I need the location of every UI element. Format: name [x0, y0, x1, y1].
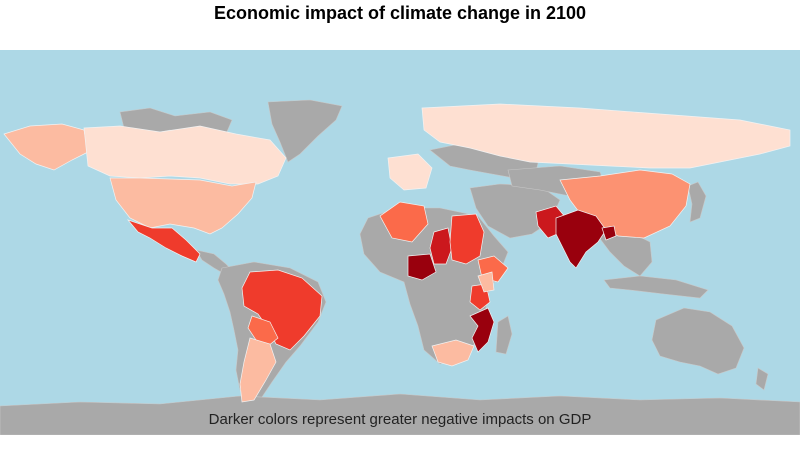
land-japan — [687, 181, 707, 223]
region-argentina — [239, 337, 277, 403]
map-caption: Darker colors represent greater negative… — [208, 411, 592, 428]
world-map — [0, 99, 800, 435]
land-australia — [651, 307, 745, 375]
land-greenland — [267, 99, 343, 163]
region-sudan — [449, 213, 485, 265]
land-antarctica — [0, 393, 800, 435]
chart-title: Economic impact of climate change in 210… — [213, 3, 587, 23]
region-united-states — [109, 177, 257, 235]
region-south-africa — [431, 339, 475, 367]
region-mexico — [126, 219, 201, 263]
region-india — [555, 209, 607, 269]
region-western-europe — [387, 153, 433, 191]
region-alaska — [3, 123, 89, 171]
land-madagascar — [495, 315, 513, 355]
map-panel — [0, 50, 800, 435]
region-brazil — [241, 269, 323, 351]
region-tanzania — [477, 271, 495, 293]
region-nigeria — [407, 253, 437, 281]
region-canada — [83, 125, 287, 185]
region-chad — [429, 227, 453, 265]
land-new-zealand — [755, 367, 769, 391]
region-algeria — [379, 201, 429, 243]
region-mozambique — [469, 307, 495, 353]
region-russia — [421, 103, 791, 169]
region-bangladesh — [601, 225, 617, 241]
land-indonesia — [603, 275, 709, 299]
